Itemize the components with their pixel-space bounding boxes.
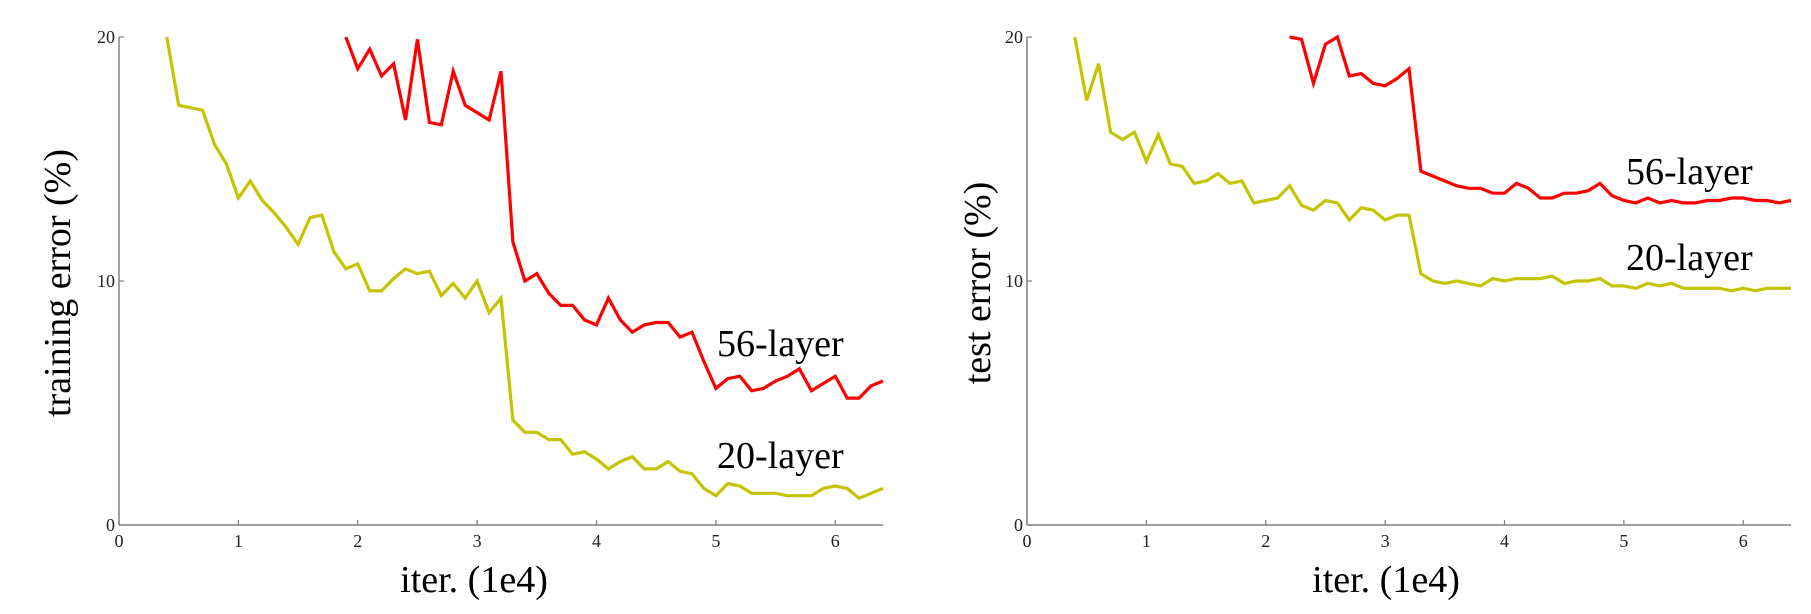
x-tick-label: 6 [831, 531, 840, 551]
y-tick-label: 0 [106, 515, 115, 535]
series-label-56-layer: 56-layer [717, 323, 844, 365]
x-tick-label: 3 [473, 531, 482, 551]
x-tick-label: 6 [1739, 531, 1748, 551]
y-tick-label: 20 [1005, 27, 1023, 47]
x-tick-label: 1 [1142, 531, 1151, 551]
x-tick-label: 2 [1261, 531, 1270, 551]
x-tick-label: 4 [1500, 531, 1509, 551]
y-tick-label: 0 [1014, 515, 1023, 535]
series-line-56-layer [344, 36, 884, 400]
y-axis-label: training error (%) [37, 149, 79, 417]
series-label-20-layer: 20-layer [717, 435, 844, 477]
x-tick-label: 4 [592, 531, 601, 551]
x-tick-label: 3 [1381, 531, 1390, 551]
series-line-56-layer [1289, 34, 1792, 205]
y-tick-label: 10 [97, 271, 115, 291]
series-label-20-layer: 20-layer [1626, 237, 1753, 279]
x-axis-label: iter. (1e4) [400, 559, 548, 601]
series-label-56-layer: 56-layer [1626, 151, 1753, 193]
x-tick-label: 1 [234, 531, 243, 551]
x-tick-label: 5 [1619, 531, 1628, 551]
training-error-chart: iter. (1e4) training error (%) 56-layer … [37, 27, 884, 601]
test-error-chart: iter. (1e4) test error (%) 56-layer 20-l… [957, 27, 1792, 601]
x-tick-label: 0 [1023, 531, 1032, 551]
y-axis-label: test error (%) [957, 182, 999, 385]
x-axis-label: iter. (1e4) [1312, 559, 1460, 601]
y-tick-label: 20 [97, 27, 115, 47]
x-tick-label: 5 [711, 531, 720, 551]
series-line-20-layer [1073, 36, 1791, 293]
x-tick-label: 2 [353, 531, 362, 551]
y-tick-label: 10 [1005, 271, 1023, 291]
series-line-20-layer [165, 36, 884, 501]
x-tick-label: 0 [115, 531, 124, 551]
